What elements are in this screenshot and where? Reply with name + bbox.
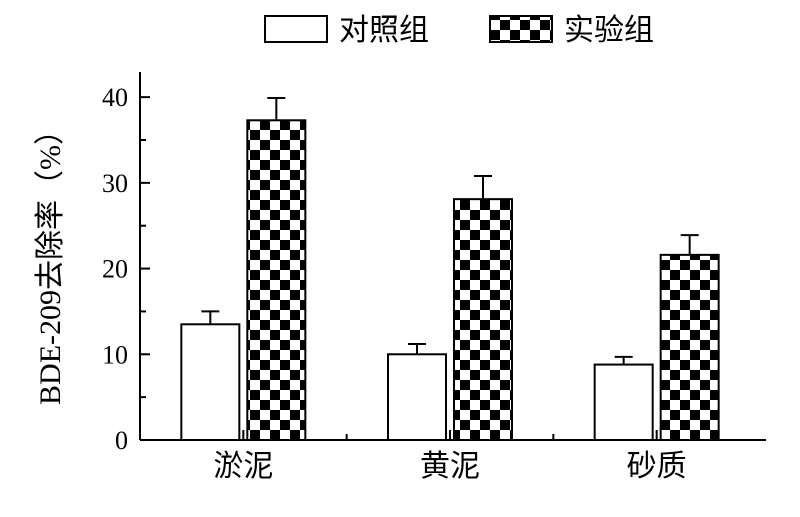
legend-label-experiment: 实验组 [564, 14, 654, 47]
bar-experiment [247, 120, 305, 440]
bar-control [181, 324, 239, 440]
chart-container: 0 10 20 30 40 淤泥 黄泥 砂质 BDE-209去除率（%） 对照组 实验组 [0, 0, 800, 517]
bar-control [388, 354, 446, 440]
bar-experiment [454, 199, 512, 440]
legend-swatch-experiment [490, 16, 552, 42]
bar-experiment [661, 255, 719, 440]
svg-text:10: 10 [102, 340, 128, 369]
svg-text:砂质: 砂质 [627, 450, 687, 483]
svg-text:淤泥: 淤泥 [213, 450, 273, 483]
svg-text:30: 30 [102, 169, 128, 198]
svg-text:黄泥: 黄泥 [420, 450, 480, 483]
svg-text:40: 40 [102, 83, 128, 112]
svg-text:0: 0 [115, 426, 128, 455]
svg-text:BDE-209去除率（%）: BDE-209去除率（%） [34, 115, 67, 405]
legend-swatch-control [265, 16, 327, 42]
svg-text:20: 20 [102, 255, 128, 284]
bar-control [595, 365, 653, 440]
legend-label-control: 对照组 [339, 14, 429, 47]
bar-chart: 0 10 20 30 40 淤泥 黄泥 砂质 BDE-209去除率（%） 对照组 实验组 [0, 0, 800, 517]
